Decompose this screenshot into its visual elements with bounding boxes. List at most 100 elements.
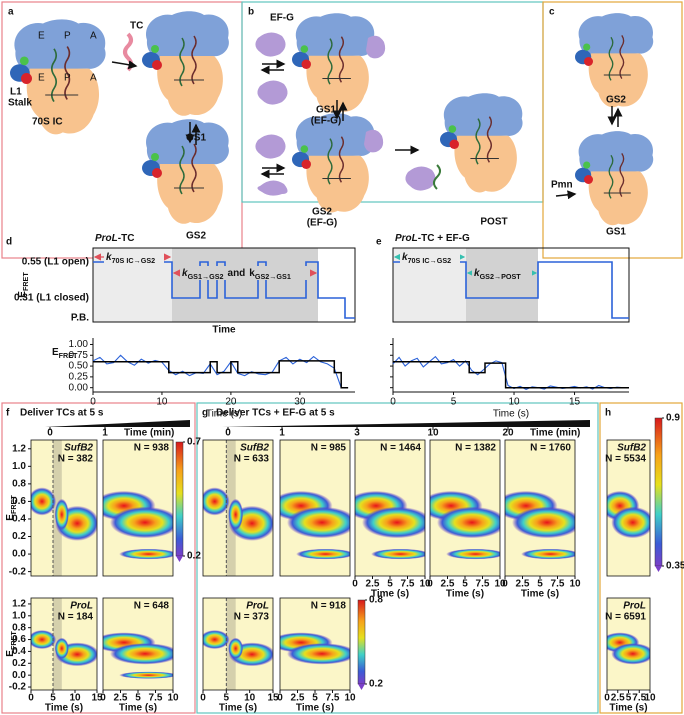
rate-label-part: GS2→GS1 bbox=[255, 272, 291, 281]
time-label: 20 bbox=[502, 428, 514, 439]
x-tick-label: 5 bbox=[224, 693, 230, 704]
fit bbox=[393, 361, 629, 389]
density-blob bbox=[296, 548, 350, 560]
schematic-trace bbox=[393, 261, 629, 319]
y-tick-label: 1.2 bbox=[12, 443, 26, 454]
x-axis-title: Time (s) bbox=[219, 703, 257, 714]
y-axis-title-part: E bbox=[5, 650, 16, 657]
density-blob bbox=[31, 630, 57, 650]
heatmap-density bbox=[103, 632, 173, 679]
x-tick-label: 0 bbox=[427, 579, 433, 590]
site-label: P bbox=[64, 31, 71, 42]
site-label: A bbox=[90, 31, 97, 42]
panel-title-part: ProL bbox=[395, 233, 418, 244]
panel-letter: e bbox=[376, 237, 382, 248]
x-tick-label: 10 bbox=[156, 397, 168, 408]
reaction-arrows bbox=[111, 59, 623, 200]
x-tick-label: 10 bbox=[569, 579, 581, 590]
label: (EF-G) bbox=[311, 116, 342, 127]
timeline-wedge bbox=[222, 420, 590, 427]
x-tick-label: 7.5 bbox=[476, 579, 490, 590]
ribosome bbox=[291, 112, 376, 214]
count-label: N = 184 bbox=[58, 612, 94, 623]
x-tick-label: 20 bbox=[225, 397, 237, 408]
x-axis-title: Time (s) bbox=[119, 703, 157, 714]
x-tick-label: 0 bbox=[277, 693, 283, 704]
heatmap-frame bbox=[606, 439, 651, 577]
density-blob bbox=[119, 548, 173, 560]
x-axis-title: Time (s) bbox=[296, 703, 334, 714]
label-bg bbox=[180, 266, 310, 280]
panel-title: ProL-TC + EF-G bbox=[395, 233, 470, 244]
rate-label-part: GS2→POST bbox=[480, 272, 522, 281]
count-label: N = 1760 bbox=[530, 443, 571, 454]
x-tick-label: 0 bbox=[502, 579, 508, 590]
count-label: N = 1382 bbox=[455, 443, 496, 454]
count-label: N = 6591 bbox=[605, 612, 646, 623]
x-tick-label: 10 bbox=[69, 693, 81, 704]
panel-title-part: -TC + EF-G bbox=[418, 233, 470, 244]
site-label: E bbox=[38, 31, 45, 42]
x-axis-title: Time (s) bbox=[206, 409, 242, 420]
x-tick-label: 2.5 bbox=[114, 693, 128, 704]
rate-label: kGS2→POST bbox=[474, 268, 521, 282]
heatmap-frame bbox=[202, 439, 274, 577]
colorbar bbox=[175, 441, 184, 557]
x-axis-title: Time (s) bbox=[609, 703, 647, 714]
row-name: ProL bbox=[623, 601, 646, 612]
x-tick-label: 10 bbox=[494, 579, 506, 590]
colorbar-label: 0.2 bbox=[187, 551, 201, 562]
rate-label: kGS1→GS2 and kGS2→GS1 bbox=[182, 268, 291, 282]
time-label: 0 bbox=[225, 428, 231, 439]
row-name: ProL bbox=[70, 601, 93, 612]
density-blob bbox=[54, 637, 69, 660]
site-label: E bbox=[38, 73, 45, 84]
x-tick-label: 15 bbox=[91, 693, 103, 704]
label: 70S IC bbox=[32, 117, 63, 128]
rate-label-part: k bbox=[474, 268, 480, 279]
x-tick-label: 5 bbox=[626, 693, 632, 704]
row-name: SufB2 bbox=[617, 443, 646, 454]
colorbar-label: 0.7 bbox=[187, 437, 201, 448]
y-axis-title-part: FRET bbox=[9, 631, 18, 650]
panel-letter: b bbox=[248, 7, 254, 18]
label: TC bbox=[130, 21, 143, 32]
density-blob bbox=[521, 548, 575, 560]
x-tick-label: 5 bbox=[451, 397, 457, 408]
time-label: 1 bbox=[279, 428, 285, 439]
rate-label-part: k bbox=[402, 252, 408, 263]
y-axis-title-part: FRET bbox=[59, 351, 78, 360]
label: Pmn bbox=[551, 180, 573, 191]
y-tick-label: 0.6 bbox=[12, 634, 26, 645]
x-tick-label: 10 bbox=[344, 693, 356, 704]
colorbar-cap bbox=[176, 556, 183, 562]
heatmap-frame bbox=[102, 439, 174, 577]
y-axis-title-part: E bbox=[5, 514, 16, 521]
heatmap-frame bbox=[279, 439, 351, 577]
heatmap-frame bbox=[202, 597, 274, 691]
ribosome bbox=[574, 130, 654, 226]
level-label: 0.55 (L1 open) bbox=[22, 257, 89, 268]
panel-frame bbox=[599, 402, 683, 714]
y-tick-label: 0.2 bbox=[12, 531, 26, 542]
row-name: ProL bbox=[246, 601, 269, 612]
x-tick-label: 0 bbox=[90, 397, 96, 408]
count-label: N = 373 bbox=[234, 612, 270, 623]
row-name: SufB2 bbox=[64, 443, 93, 454]
label-bg bbox=[400, 250, 460, 263]
colorbar-label: 0.9 bbox=[666, 413, 680, 424]
x-axis-title: Time (s) bbox=[371, 589, 409, 600]
y-tick-label: 0.0 bbox=[12, 670, 26, 681]
x-tick-label: 2.5 bbox=[291, 693, 305, 704]
y-tick-label: 0.6 bbox=[12, 496, 26, 507]
y-axis-title-part: E bbox=[52, 347, 59, 358]
y-tick-label: 0.00 bbox=[69, 382, 89, 393]
label: GS2 bbox=[606, 95, 626, 106]
y-axis-title: EFRET bbox=[5, 495, 19, 521]
heatmap-density bbox=[203, 598, 273, 690]
label: POST bbox=[480, 217, 507, 228]
density-blob bbox=[31, 487, 57, 516]
y-tick-label: 1.2 bbox=[12, 599, 26, 610]
density-blob bbox=[119, 671, 173, 679]
